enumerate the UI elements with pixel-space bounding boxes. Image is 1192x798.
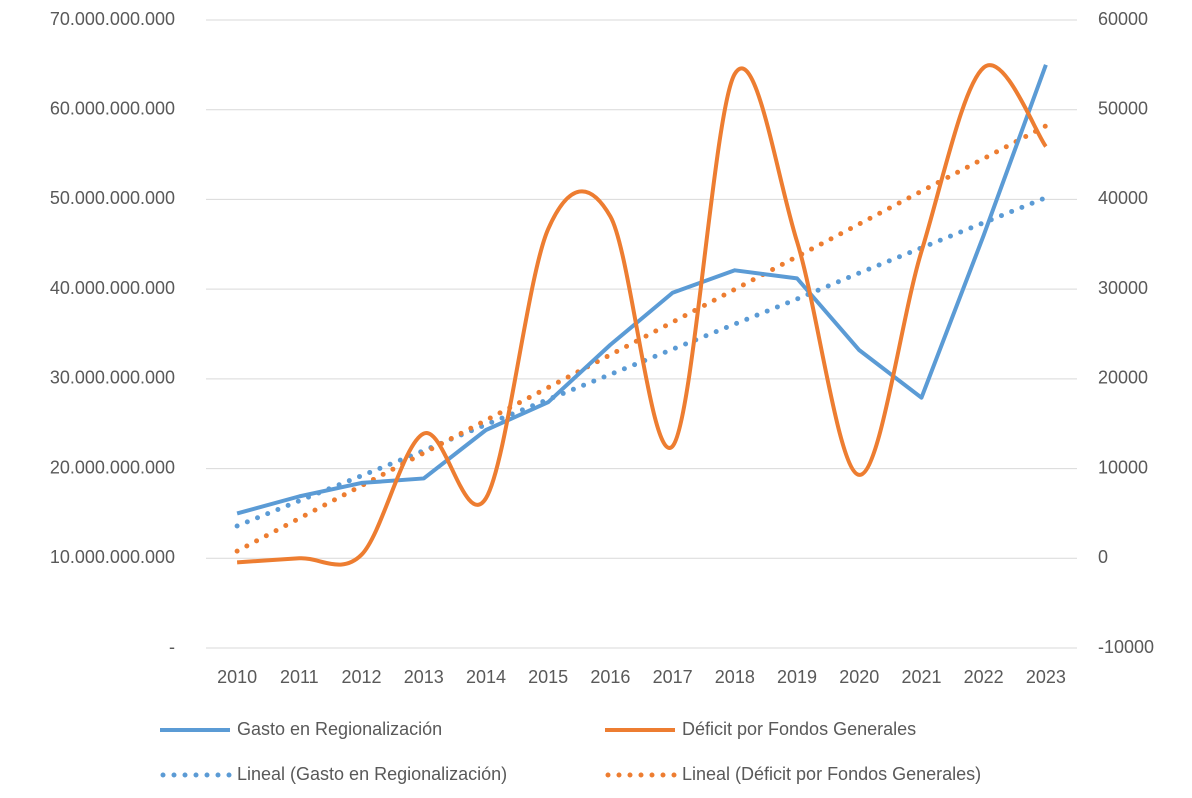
x-tick-label: 2018 — [715, 667, 755, 687]
series-line — [234, 123, 1049, 554]
y2-tick-label: 50000 — [1098, 98, 1148, 118]
y-tick-label: 40.000.000.000 — [50, 278, 175, 298]
y-tick-label: 60.000.000.000 — [50, 98, 175, 118]
y2-tick-label: -10000 — [1098, 637, 1154, 657]
legend-label: Lineal (Gasto en Regionalización) — [237, 764, 507, 784]
series-line — [236, 64, 1048, 516]
y2-tick-label: 30000 — [1098, 278, 1148, 298]
legend-label: Déficit por Fondos Generales — [682, 719, 916, 739]
series-line — [236, 63, 1048, 567]
x-tick-label: 2020 — [839, 667, 879, 687]
x-tick-label: 2010 — [217, 667, 257, 687]
y2-tick-label: 40000 — [1098, 188, 1148, 208]
y2-tick-label: 10000 — [1098, 457, 1148, 477]
y2-tick-label: 0 — [1098, 547, 1108, 567]
y2-tick-label: 60000 — [1098, 9, 1148, 29]
y-tick-label: 70.000.000.000 — [50, 9, 175, 29]
y-tick-label: 20.000.000.000 — [50, 457, 175, 477]
y-tick-label: 50.000.000.000 — [50, 188, 175, 208]
x-tick-label: 2022 — [964, 667, 1004, 687]
x-tick-label: 2019 — [777, 667, 817, 687]
x-tick-label: 2016 — [590, 667, 630, 687]
x-tick-label: 2014 — [466, 667, 506, 687]
legend-label: Lineal (Déficit por Fondos Generales) — [682, 764, 981, 784]
x-tick-label: 2013 — [404, 667, 444, 687]
x-tick-label: 2021 — [901, 667, 941, 687]
y-tick-label: - — [169, 637, 175, 657]
x-tick-label: 2011 — [280, 667, 319, 687]
x-tick-label: 2015 — [528, 667, 568, 687]
x-tick-label: 2023 — [1026, 667, 1066, 687]
y2-tick-label: 20000 — [1098, 368, 1148, 388]
y-tick-label: 10.000.000.000 — [50, 547, 175, 567]
legend-label: Gasto en Regionalización — [237, 719, 442, 739]
y-tick-label: 30.000.000.000 — [50, 368, 175, 388]
x-tick-label: 2012 — [342, 667, 382, 687]
series-line — [234, 195, 1049, 529]
x-tick-label: 2017 — [653, 667, 693, 687]
